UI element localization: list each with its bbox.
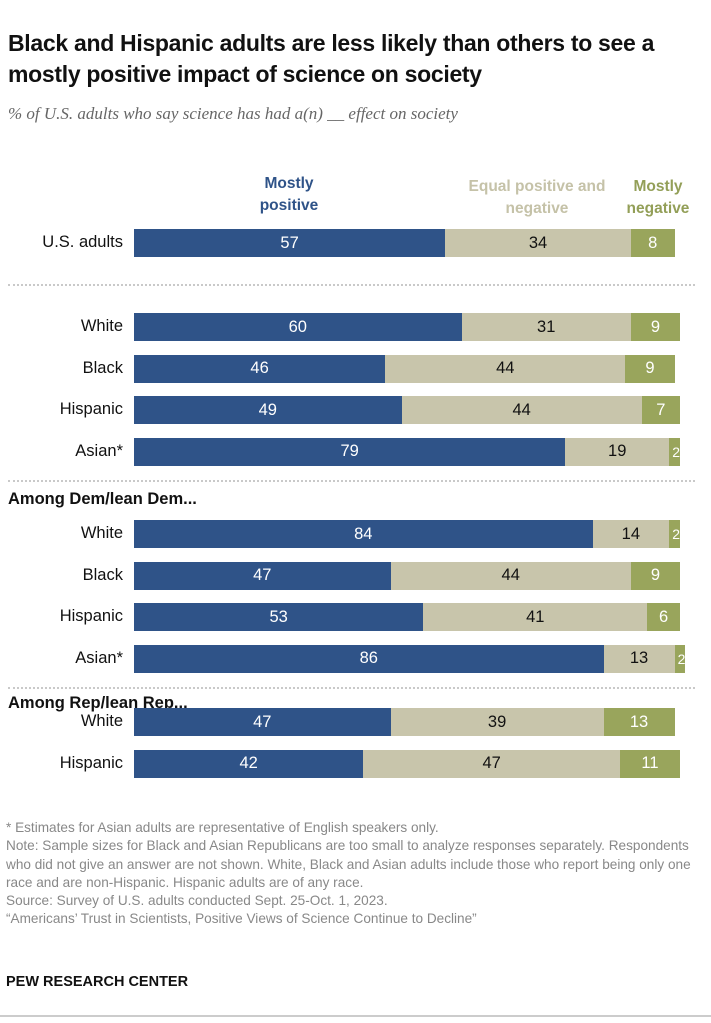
data-label: 8 bbox=[648, 233, 658, 252]
data-label: 44 bbox=[501, 566, 520, 584]
row-label: Asian* bbox=[75, 648, 123, 667]
brand-logo-text: PEW RESEARCH CENTER bbox=[6, 974, 189, 990]
row-label: U.S. adults bbox=[42, 233, 123, 251]
bar-segment-negative: 7 bbox=[641, 396, 680, 424]
bar-segment-negative: 13 bbox=[603, 708, 675, 736]
bar-segment-positive: 60 bbox=[134, 313, 462, 341]
divider bbox=[8, 687, 695, 689]
data-label: 31 bbox=[537, 317, 556, 336]
bar-segment-negative: 11 bbox=[619, 749, 680, 778]
row-label: Hispanic bbox=[59, 607, 123, 625]
footnote-note: Note: Sample sizes for Black and Asian R… bbox=[6, 838, 691, 890]
data-label: 47 bbox=[253, 566, 272, 584]
bar-segment-positive: 84 bbox=[134, 520, 593, 548]
data-label: 86 bbox=[359, 649, 378, 667]
data-label: 47 bbox=[253, 712, 272, 731]
footnote-asterisk: * Estimates for Asian adults are represe… bbox=[6, 820, 439, 835]
legend-equal: Equal positive and negative bbox=[468, 178, 606, 217]
bar-segment-equal: 41 bbox=[423, 603, 648, 631]
bar-segment-positive: 42 bbox=[134, 749, 364, 778]
divider bbox=[8, 480, 695, 482]
row-label: White bbox=[80, 524, 123, 542]
row-label: Black bbox=[82, 358, 123, 377]
bar-segment-equal: 19 bbox=[565, 437, 670, 466]
data-label: 6 bbox=[659, 607, 669, 626]
bar-segment-negative: 2 bbox=[669, 520, 680, 548]
group-label: Among Dem/lean Dem... bbox=[8, 490, 197, 508]
row-label: White bbox=[80, 712, 123, 730]
data-label: 13 bbox=[629, 649, 649, 667]
bar-segment-equal: 44 bbox=[390, 561, 631, 590]
bar-segment-negative: 6 bbox=[647, 603, 680, 631]
legend-mostly-negative: Mostly negative bbox=[626, 178, 690, 217]
bar-segment-equal: 13 bbox=[603, 644, 675, 673]
footnotes: * Estimates for Asian adults are represe… bbox=[6, 819, 706, 929]
data-label: 41 bbox=[526, 607, 545, 626]
data-label: 14 bbox=[621, 524, 641, 543]
bar-segment-positive: 47 bbox=[134, 708, 391, 736]
bar-segment-negative: 8 bbox=[630, 229, 675, 257]
bar-segment-negative: 2 bbox=[674, 644, 686, 673]
bar-segment-positive: 53 bbox=[134, 603, 424, 631]
footnote-source: Source: Survey of U.S. adults conducted … bbox=[6, 893, 388, 909]
data-label: 2 bbox=[672, 526, 680, 542]
bar-segment-equal: 44 bbox=[401, 396, 642, 424]
data-label: 44 bbox=[512, 400, 531, 419]
row-label: White bbox=[80, 317, 123, 335]
bar-segment-positive: 46 bbox=[134, 354, 386, 383]
data-label: 42 bbox=[239, 754, 258, 772]
data-label: 11 bbox=[641, 754, 659, 772]
bar-segment-positive: 47 bbox=[134, 561, 391, 590]
row-label: Asian* bbox=[75, 441, 123, 460]
bottom-rule bbox=[0, 1015, 711, 1017]
data-label: 49 bbox=[258, 400, 277, 419]
bar-segment-negative: 9 bbox=[630, 313, 680, 341]
row-label: Hispanic bbox=[59, 400, 123, 418]
data-label: 84 bbox=[354, 524, 373, 543]
bar-segment-positive: 57 bbox=[134, 229, 446, 257]
bar-segment-equal: 39 bbox=[390, 708, 604, 736]
bar-segment-equal: 31 bbox=[461, 313, 631, 341]
bar-segment-equal: 14 bbox=[592, 520, 670, 548]
data-label: 34 bbox=[528, 233, 548, 252]
data-label: 39 bbox=[487, 712, 507, 731]
data-label: 57 bbox=[280, 233, 299, 252]
legend-mostly-positive: Mostly positive bbox=[259, 175, 319, 214]
data-label: 9 bbox=[650, 566, 661, 584]
data-label: 9 bbox=[645, 359, 655, 377]
bar-segment-negative: 9 bbox=[625, 354, 675, 383]
data-label: 53 bbox=[269, 607, 288, 626]
data-label: 2 bbox=[672, 443, 680, 460]
data-label: 47 bbox=[482, 754, 501, 772]
group-label: Among Rep/lean Rep... bbox=[8, 694, 188, 712]
data-label: 9 bbox=[650, 317, 661, 336]
bar-segment-negative: 9 bbox=[630, 561, 680, 590]
footnote-report: “Americans’ Trust in Scientists, Positiv… bbox=[6, 911, 477, 927]
data-label: 46 bbox=[250, 359, 269, 377]
data-label: 60 bbox=[288, 317, 307, 336]
data-label: 7 bbox=[656, 400, 666, 419]
data-label: 44 bbox=[496, 359, 515, 377]
data-label: 19 bbox=[608, 442, 627, 460]
bar-segment-positive: 49 bbox=[134, 396, 402, 424]
row-label: Hispanic bbox=[59, 753, 123, 772]
divider bbox=[8, 284, 695, 286]
chart-subtitle: % of U.S. adults who say science has had… bbox=[8, 104, 458, 123]
bar-segment-equal: 47 bbox=[363, 749, 620, 778]
data-label: 13 bbox=[629, 712, 649, 731]
bar-segment-equal: 44 bbox=[385, 354, 626, 383]
row-label: Black bbox=[82, 565, 123, 584]
bar-segment-equal: 34 bbox=[445, 229, 631, 257]
data-label: 79 bbox=[340, 442, 359, 460]
bar-segment-negative: 2 bbox=[669, 437, 680, 466]
bar-segment-positive: 86 bbox=[134, 644, 604, 673]
bar-segment-positive: 79 bbox=[134, 437, 566, 466]
data-label: 2 bbox=[677, 650, 686, 667]
chart-title: Black and Hispanic adults are less likel… bbox=[8, 30, 655, 87]
